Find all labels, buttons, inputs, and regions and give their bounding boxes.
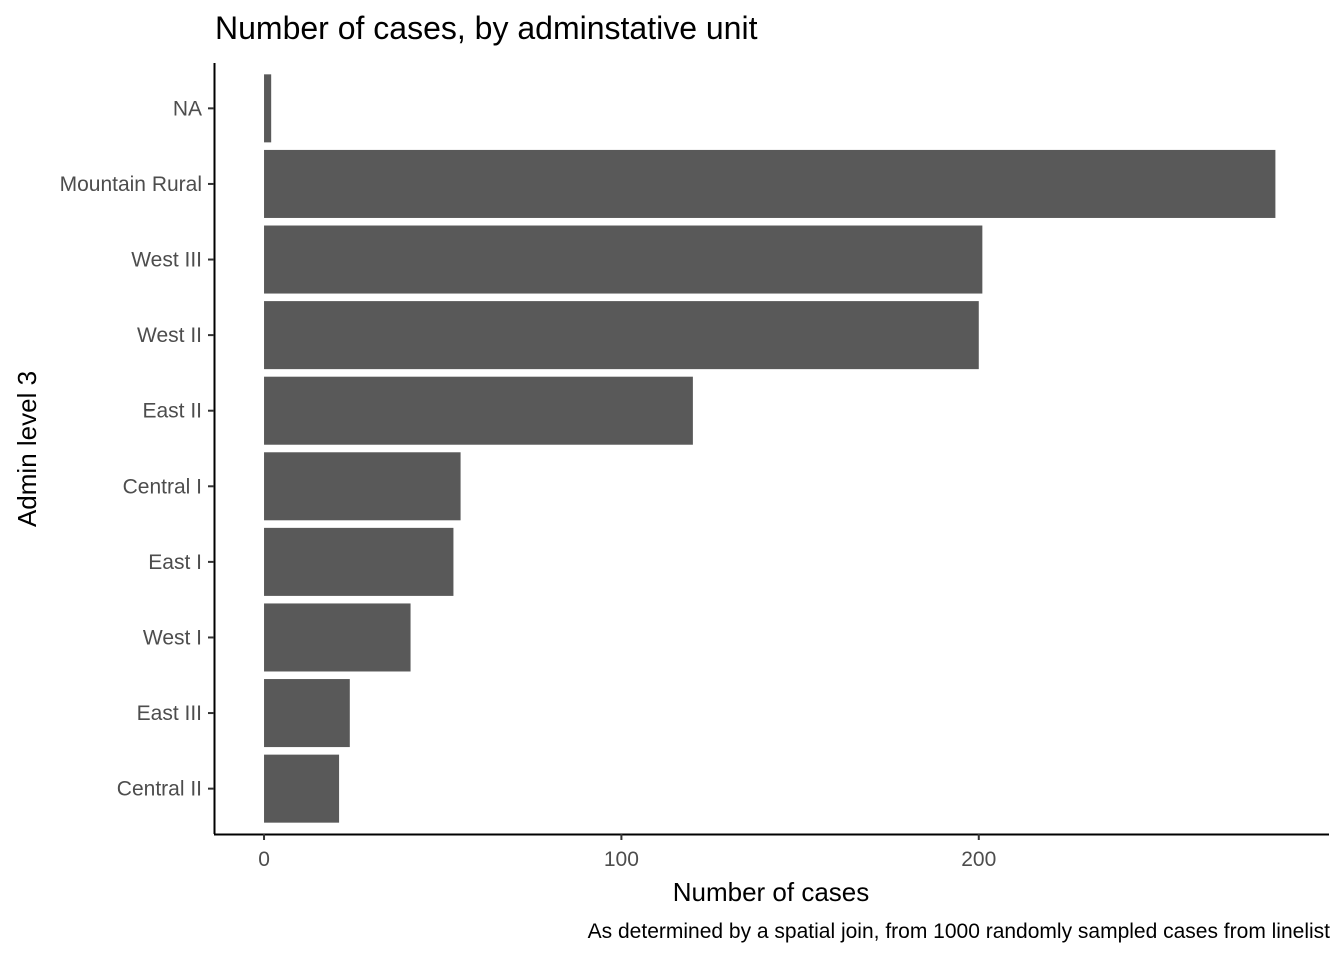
bar-na bbox=[264, 74, 272, 143]
bar-west-i bbox=[264, 603, 411, 672]
y-tick-label: West III bbox=[131, 249, 202, 272]
bar-east-iii bbox=[264, 679, 350, 748]
y-tick-label: NA bbox=[173, 97, 202, 120]
x-tick-label: 0 bbox=[258, 848, 270, 871]
bar-west-iii bbox=[264, 225, 983, 294]
bar-central-i bbox=[264, 452, 461, 521]
x-tick-label: 200 bbox=[961, 848, 996, 871]
bar-central-ii bbox=[264, 754, 340, 823]
bars-layer bbox=[264, 74, 1276, 823]
x-tick-label: 100 bbox=[604, 848, 639, 871]
bar-east-ii bbox=[264, 376, 693, 445]
y-tick-label: West I bbox=[143, 626, 202, 649]
y-axis-title: Admin level 3 bbox=[12, 371, 42, 527]
chart-caption: As determined by a spatial join, from 10… bbox=[587, 920, 1330, 943]
y-tick-label: Central II bbox=[117, 778, 202, 801]
x-axis-title: Number of cases bbox=[673, 877, 870, 907]
y-tick-label: Central I bbox=[123, 475, 202, 498]
x-ticks-layer: 0 100 200 bbox=[258, 834, 996, 871]
bar-west-ii bbox=[264, 301, 979, 370]
bar-east-i bbox=[264, 527, 454, 596]
bar-mountain-rural bbox=[264, 149, 1276, 218]
y-tick-label: East II bbox=[142, 400, 202, 423]
y-tick-label: East III bbox=[137, 702, 202, 725]
y-tick-label: East I bbox=[148, 551, 202, 574]
chart-title: Number of cases, by adminstative unit bbox=[215, 10, 758, 46]
y-ticks-layer: NA Mountain Rural West III West II East II Ce… bbox=[60, 97, 214, 801]
y-tick-label: West II bbox=[137, 324, 202, 347]
y-tick-label: Mountain Rural bbox=[60, 173, 202, 196]
